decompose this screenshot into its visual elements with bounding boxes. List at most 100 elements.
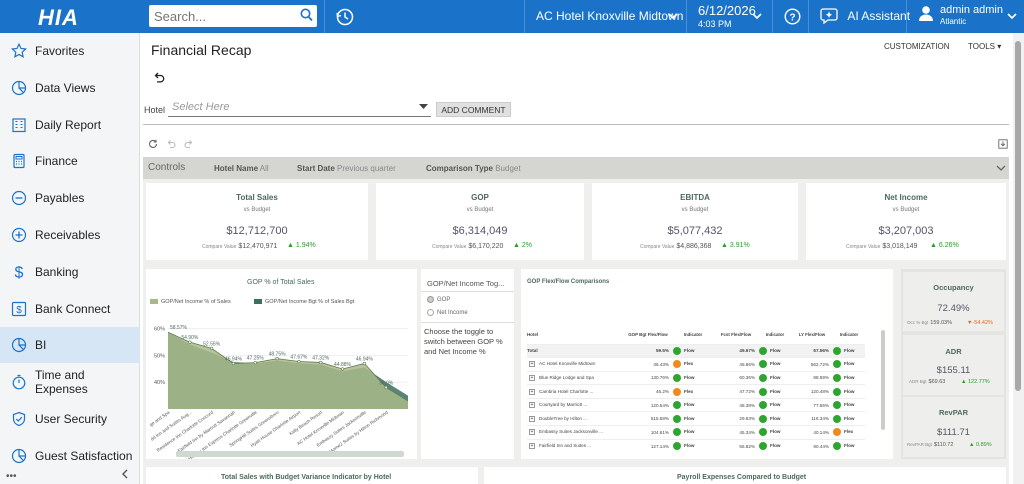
chevron-down-icon[interactable] xyxy=(752,13,762,20)
collapse-sidebar-icon[interactable] xyxy=(121,468,129,482)
expand-icon[interactable]: + xyxy=(529,429,535,436)
controls-bar[interactable]: Controls Hotel Name All Start Date Previ… xyxy=(143,157,1009,179)
table-row[interactable]: + Cambria Hotel Charlotte ... 46.2% Flex 47.… xyxy=(527,384,865,399)
more-icon[interactable]: ••• xyxy=(6,471,17,482)
kpi-card-net-income[interactable]: Net Income vs Budget $3,207,003 Compare … xyxy=(806,183,1006,260)
kpi-card-total-sales[interactable]: Total Sales vs Budget $12,712,700 Compar… xyxy=(146,183,368,260)
search-box[interactable] xyxy=(149,5,317,27)
chevron-down-icon[interactable] xyxy=(996,165,1006,172)
kpi-card-adr[interactable]: ADR $155.11 ADR Bgt $69.63 ▲ 122.77% xyxy=(903,335,1004,395)
history-icon[interactable] xyxy=(335,7,355,32)
col-header[interactable]: Indicator xyxy=(683,332,703,338)
col-header[interactable]: Indicator xyxy=(839,332,859,338)
customization-button[interactable]: CUSTOMIZATION xyxy=(884,42,950,51)
sidebar-item-daily-report[interactable]: Daily Report xyxy=(0,107,140,143)
kpi-card-ebitda[interactable]: EBITDA vs Budget $5,077,432 Compare Valu… xyxy=(592,183,798,260)
toggle-option-gop[interactable]: GOP xyxy=(427,296,450,303)
legend-item[interactable]: GOP/Net Income % of Sales xyxy=(150,299,231,305)
expand-icon[interactable]: + xyxy=(529,374,535,381)
filter-hotel-name[interactable]: Hotel Name All xyxy=(214,164,269,173)
undo-icon[interactable] xyxy=(153,71,165,89)
sidebar-item-guest-satisfaction[interactable]: Guest Satisfaction xyxy=(0,438,140,474)
radio-unselected[interactable] xyxy=(427,309,434,316)
expand-icon[interactable]: + xyxy=(529,388,535,395)
table-row[interactable]: + AC Hotel Knoxville Midtown 36.43% Flex 45.… xyxy=(527,357,865,372)
data-point[interactable] xyxy=(297,359,301,364)
undo-icon[interactable] xyxy=(166,139,176,149)
sidebar-item-bi[interactable]: BI xyxy=(0,327,140,364)
expand-icon[interactable]: + xyxy=(529,443,535,450)
sidebar-item-bank-connect[interactable]: $ Bank Connect xyxy=(0,291,140,327)
table-row[interactable]: + DoubleTree by Hilton ... 515.58% Flow 29.6… xyxy=(527,411,865,426)
kpi-card-gop[interactable]: GOP vs Budget $6,314,049 Compare Value $6… xyxy=(376,183,584,260)
data-point[interactable] xyxy=(275,357,279,361)
hotel-selector[interactable]: AC Hotel Knoxville Midtown xyxy=(536,9,684,23)
chevron-down-icon[interactable] xyxy=(668,13,678,20)
search-input[interactable] xyxy=(149,5,289,27)
search-icon[interactable] xyxy=(300,8,313,27)
col-header[interactable]: LY Flex/Flow xyxy=(798,332,826,338)
data-point[interactable] xyxy=(210,346,214,350)
sidebar-item-favorites[interactable]: Favorites xyxy=(0,33,140,69)
kpi-change-value: 1.94% xyxy=(295,242,316,249)
download-icon[interactable] xyxy=(998,139,1008,149)
table-row[interactable]: + Fairfield Inn and Suites ... 127.14% Flow… xyxy=(527,438,865,453)
table-row[interactable]: + Embassy Suites Jacksonville ... 104.61% F… xyxy=(527,425,865,440)
ai-assistant-button[interactable]: AI Assistant xyxy=(820,7,910,27)
hotel-filter-placeholder: Select Here xyxy=(172,101,230,113)
page-scrollbar[interactable] xyxy=(1013,33,1024,484)
sidebar-item-banking[interactable]: $ Banking xyxy=(0,254,140,290)
col-header[interactable]: Hotel xyxy=(527,332,538,338)
expand-icon[interactable]: + xyxy=(529,415,535,422)
data-point[interactable] xyxy=(319,360,323,365)
table-row[interactable]: Total 59.5% Flow 49.67% Flow 67.56% Flow xyxy=(527,343,865,358)
indicator-cell: Flow xyxy=(673,370,713,385)
app-logo[interactable]: HIA xyxy=(38,5,79,30)
col-header[interactable]: GOP Bgt Flex/Flow xyxy=(628,332,668,338)
kpi-card-occupancy[interactable]: Occupancy 72.49% Occ % Bgt 159.03% ▼-54.4… xyxy=(903,272,1004,331)
table-scrollbar[interactable] xyxy=(881,330,885,430)
redo-icon[interactable] xyxy=(184,139,194,149)
data-point[interactable] xyxy=(253,361,257,365)
gop-area-chart[interactable]: 60% 50% 40% 58.57% 54.90% 52.55% 46.94% 47.25% 4… xyxy=(146,311,417,459)
kpi-card-revpar[interactable]: RevPAR $111.71 RevPAR Bgt $110.72 ▲ 0.89% xyxy=(903,397,1004,457)
col-header[interactable]: Indicator xyxy=(765,332,785,338)
chevron-down-icon[interactable] xyxy=(1007,13,1017,20)
table-row[interactable]: + Blue Ridge Lodge and Spa 130.76% Flow 60.3… xyxy=(527,370,865,385)
chart-scrollbar[interactable] xyxy=(176,451,404,457)
value-cell: 59.5% xyxy=(623,343,673,358)
add-comment-button[interactable]: ADD COMMENT xyxy=(436,102,511,117)
scrollbar-thumb[interactable] xyxy=(1015,41,1021,391)
refresh-icon[interactable] xyxy=(148,139,158,149)
total-sales-variance-card[interactable]: Total Sales with Budget Variance Indicat… xyxy=(146,467,478,484)
user-menu[interactable]: admin admin Atlantic xyxy=(918,4,1003,26)
filter-start-date[interactable]: Start Date Previous quarter xyxy=(297,164,396,173)
filter-comparison-type[interactable]: Comparison Type Budget xyxy=(426,164,521,173)
expand-icon[interactable]: + xyxy=(529,402,535,409)
sidebar-item-payables[interactable]: Payables xyxy=(0,180,140,216)
tools-menu[interactable]: TOOLS ▾ xyxy=(968,42,1001,51)
hotel-filter-dropdown[interactable]: Select Here xyxy=(168,97,431,117)
sidebar-item-user-security[interactable]: User Security xyxy=(0,401,140,437)
sidebar-item-finance[interactable]: Finance xyxy=(0,143,140,179)
expand-icon[interactable]: + xyxy=(529,361,535,368)
toggle-option-net-income[interactable]: Net Income xyxy=(427,309,468,316)
area-series-actual[interactable] xyxy=(168,332,408,409)
data-point[interactable] xyxy=(340,367,345,371)
table-row[interactable]: + Courtyard by Marriott ... 120.54% Flow 48.… xyxy=(527,397,865,412)
gop-chart-card[interactable]: GOP % of Total Sales GOP/Net Income % of… xyxy=(146,269,417,459)
data-point[interactable] xyxy=(362,361,366,366)
sidebar-item-time-and-expenses[interactable]: Time and Expenses xyxy=(0,364,140,400)
side-kpi-panel: Occupancy 72.49% Occ % Bgt 159.03% ▼-54.4… xyxy=(901,269,1006,459)
data-point[interactable] xyxy=(231,361,236,366)
legend-item[interactable]: GOP/Net Income Bgt % of Sales Bgt xyxy=(254,299,354,305)
date-selector[interactable]: 6/12/2026 4:03 PM xyxy=(698,3,756,29)
help-icon[interactable]: ? xyxy=(784,8,801,30)
sidebar-item-receivables[interactable]: Receivables xyxy=(0,217,140,253)
radio-selected[interactable] xyxy=(427,296,434,303)
data-point[interactable] xyxy=(188,340,192,344)
payroll-expenses-card[interactable]: Payroll Expenses Compared to Budget xyxy=(484,467,1006,484)
sidebar-item-data-views[interactable]: Data Views xyxy=(0,70,140,106)
data-point[interactable] xyxy=(384,385,388,390)
col-header[interactable]: Fcst Flex/Flow xyxy=(720,332,752,338)
